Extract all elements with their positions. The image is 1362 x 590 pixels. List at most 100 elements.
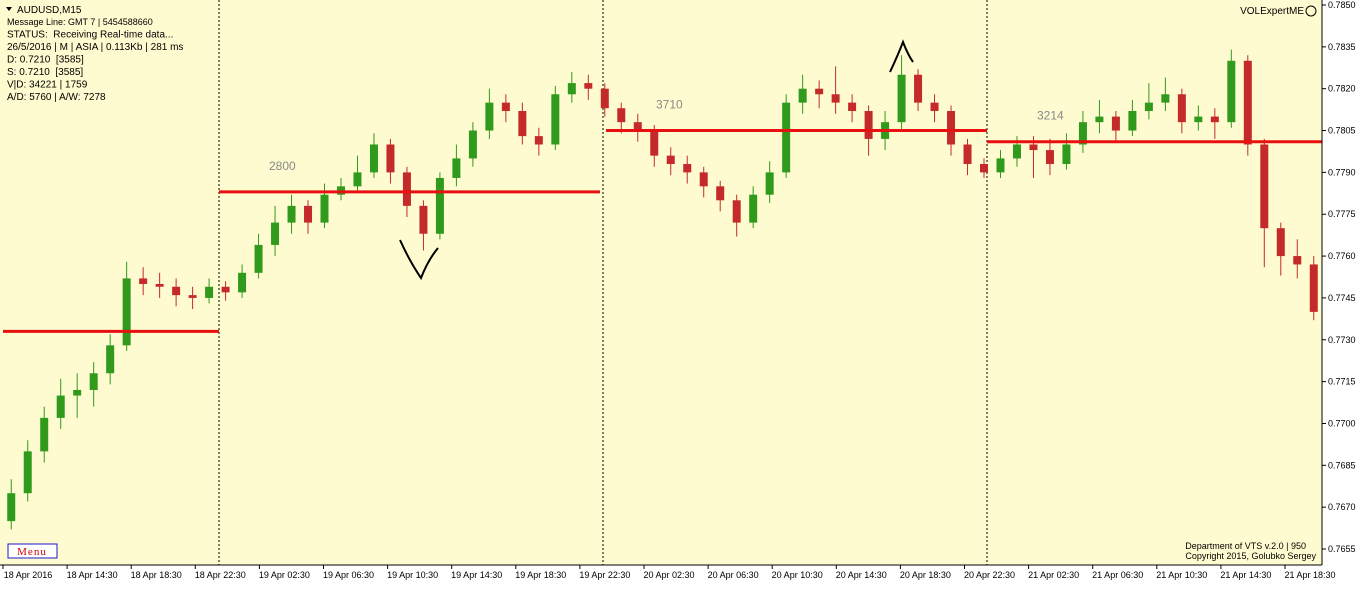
candle-body <box>221 286 230 293</box>
x-tick-label: 18 Apr 18:30 <box>131 570 182 580</box>
level-volume: 3710 <box>656 98 683 112</box>
x-tick-label: 20 Apr 06:30 <box>708 570 759 580</box>
candle-body <box>89 373 98 390</box>
y-tick-label: 0.7655 <box>1328 544 1356 554</box>
candle-body <box>1012 144 1021 159</box>
candle-body <box>1276 228 1285 257</box>
candle-body <box>254 244 263 273</box>
symbol: AUDUSD,M15 <box>17 5 82 16</box>
x-tick-label: 21 Apr 18:30 <box>1284 570 1335 580</box>
y-tick-label: 0.7820 <box>1328 84 1356 94</box>
candle-body <box>1243 60 1252 145</box>
candle-body <box>402 172 411 206</box>
credit: Department of VTS v.2.0 | 950 <box>1185 541 1306 551</box>
status-line: A/D: 5760 | A/W: 7278 <box>7 92 106 103</box>
y-tick-label: 0.7700 <box>1328 418 1356 428</box>
menu-label[interactable]: Menu <box>17 546 47 558</box>
x-tick-label: 18 Apr 2016 <box>4 570 53 580</box>
y-tick-label: 0.7760 <box>1328 251 1356 261</box>
x-tick-label: 19 Apr 06:30 <box>323 570 374 580</box>
candle-body <box>798 88 807 103</box>
x-tick-label: 18 Apr 14:30 <box>67 570 118 580</box>
x-tick-label: 21 Apr 06:30 <box>1092 570 1143 580</box>
candle-body <box>304 205 313 223</box>
candle-body <box>40 417 49 452</box>
candle-body <box>683 164 692 173</box>
candle-body <box>1128 111 1137 131</box>
x-tick-label: 20 Apr 10:30 <box>772 570 823 580</box>
x-tick-label: 18 Apr 22:30 <box>195 570 246 580</box>
candle-body <box>1078 122 1087 145</box>
status-line: Message Line: GMT 7 | 5454588660 <box>7 17 153 27</box>
credit: Copyright 2015, Golubko Sergey <box>1185 551 1316 561</box>
y-tick-label: 0.7730 <box>1328 335 1356 345</box>
candle-body <box>996 158 1005 173</box>
status-line: D: 0.7210 [3585] <box>7 55 84 66</box>
level-volume: 3214 <box>1037 109 1064 123</box>
candle-body <box>1260 144 1269 229</box>
x-tick-label: 19 Apr 10:30 <box>387 570 438 580</box>
candle-body <box>205 286 214 298</box>
candle-body <box>848 102 857 112</box>
candle-body <box>600 88 609 109</box>
candle-body <box>567 83 576 95</box>
candle-body <box>485 102 494 131</box>
candle-body <box>23 451 32 494</box>
y-tick-label: 0.7790 <box>1328 167 1356 177</box>
candle-body <box>617 108 626 123</box>
status-line: V|D: 34221 | 1759 <box>7 80 88 91</box>
y-tick-label: 0.7850 <box>1328 0 1356 10</box>
menu-button[interactable] <box>7 543 58 559</box>
candle-body <box>650 130 659 156</box>
x-tick-label: 19 Apr 02:30 <box>259 570 310 580</box>
candle-body <box>435 177 444 234</box>
collapse-icon <box>6 7 12 11</box>
candle-body <box>106 345 115 374</box>
candle-body <box>501 102 510 112</box>
x-tick-label: 20 Apr 14:30 <box>836 570 887 580</box>
x-tick-label: 19 Apr 14:30 <box>451 570 502 580</box>
candle-body <box>963 144 972 165</box>
candle-body <box>122 278 131 346</box>
candle-body <box>930 102 939 112</box>
candle-body <box>1095 116 1104 123</box>
candle-body <box>1111 116 1120 131</box>
candle-body <box>1161 94 1170 103</box>
candle-body <box>172 286 181 296</box>
candle-body <box>1045 150 1054 165</box>
hand-drawn-low <box>399 239 439 281</box>
candle-body <box>1177 94 1186 123</box>
y-tick-label: 0.7715 <box>1328 377 1356 387</box>
level-volume: 2800 <box>269 159 296 173</box>
candle-body <box>73 389 82 396</box>
candle-body <box>188 295 197 298</box>
candle-body <box>716 186 725 201</box>
candle-body <box>155 283 164 287</box>
candle-body <box>732 200 741 223</box>
candle-body <box>980 164 989 173</box>
x-tick-label: 21 Apr 14:30 <box>1220 570 1271 580</box>
candle-body <box>1210 116 1219 123</box>
status-line: 26/5/2016 | M | ASIA | 0.113Kb | 281 ms <box>7 42 183 53</box>
candle-body <box>1293 256 1302 265</box>
candle-body <box>271 222 280 245</box>
candle-body <box>369 144 378 173</box>
candle-body <box>139 278 148 284</box>
candle-body <box>831 94 840 103</box>
x-tick-label: 21 Apr 02:30 <box>1028 570 1079 580</box>
candle-body <box>1029 144 1038 151</box>
candle-body <box>666 155 675 165</box>
candle-body <box>633 122 642 131</box>
candle-body <box>815 88 824 95</box>
candle-body <box>468 130 477 159</box>
y-tick-label: 0.7835 <box>1328 42 1356 52</box>
candle-body <box>419 205 428 234</box>
plot-background <box>0 0 1322 565</box>
x-tick-label: 20 Apr 22:30 <box>964 570 1015 580</box>
y-tick-label: 0.7775 <box>1328 209 1356 219</box>
candle-body <box>518 111 527 137</box>
candle-body <box>897 74 906 123</box>
candle-body <box>238 272 247 293</box>
x-tick-label: 19 Apr 22:30 <box>579 570 630 580</box>
